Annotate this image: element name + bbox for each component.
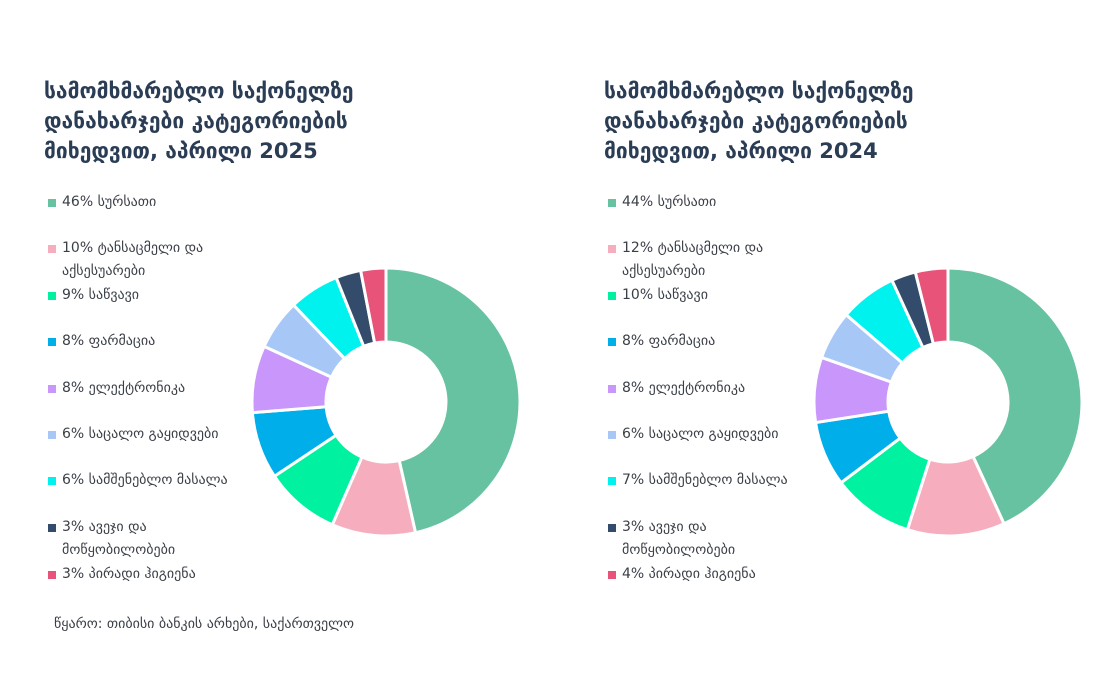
legend-swatch	[608, 385, 616, 393]
legend-swatch	[608, 431, 616, 439]
donut-slice-hygiene	[358, 266, 388, 345]
chart-title: სამომხმარებლო საქონელზე დანახარჯები კატე…	[604, 79, 914, 163]
legend-swatch	[608, 477, 616, 485]
legend-swatch	[608, 292, 616, 300]
donut-slice-sursati	[384, 266, 522, 535]
legend-swatch	[608, 245, 616, 253]
legend-item-fuel: 9% საწვავი	[44, 284, 259, 307]
legend-label: 7% სამშენებლო მასალა	[622, 472, 788, 488]
legend-item-pharmacy: 8% ფარმაცია	[604, 330, 819, 353]
legend-item-hygiene: 4% პირადი ჰიგიენა	[604, 563, 819, 586]
legend-swatch	[48, 292, 56, 300]
legend-label: 44% სურსათი	[622, 194, 717, 210]
legend-item-retail: 6% საცალო გაყიდვები	[44, 423, 259, 446]
legend-label: 8% ფარმაცია	[622, 333, 716, 349]
legend-item-furniture: 3% ავეჯი და მოწყობილობები	[44, 516, 259, 562]
legend-label: 10% ტანსაცმელი და აქსესუარები	[62, 240, 204, 279]
chart-panel-2024: სამომხმარებლო საქონელზე დანახარჯები კატე…	[560, 0, 1084, 600]
legend-swatch	[48, 245, 56, 253]
legend-swatch	[48, 385, 56, 393]
legend-label: 10% საწვავი	[622, 287, 708, 303]
legend-swatch	[608, 199, 616, 207]
chart-title: სამომხმარებლო საქონელზე დანახარჯები კატე…	[44, 79, 354, 163]
legend-item-clothing: 12% ტანსაცმელი და აქსესუარები	[604, 237, 819, 283]
legend-item-retail: 6% საცალო გაყიდვები	[604, 423, 819, 446]
legend-swatch	[608, 571, 616, 579]
source-note: წყარო: თიბისი ბანკის არხები, საქართველო	[54, 616, 355, 632]
legend-swatch	[48, 199, 56, 207]
legend-item-food: 44% სურსათი	[604, 191, 819, 214]
legend-item-pharmacy: 8% ფარმაცია	[44, 330, 259, 353]
legend-label: 6% სამშენებლო მასალა	[62, 472, 228, 488]
legend-swatch	[48, 477, 56, 485]
legend-item-clothing: 10% ტანსაცმელი და აქსესუარები	[44, 237, 259, 283]
legend-item-hygiene: 3% პირადი ჰიგიენა	[44, 563, 259, 586]
legend-item-construction: 6% სამშენებლო მასალა	[44, 469, 259, 492]
legend-label: 46% სურსათი	[62, 194, 157, 210]
donut-chart	[250, 266, 522, 538]
donut-chart	[812, 266, 1084, 538]
legend-label: 6% საცალო გაყიდვები	[62, 426, 219, 442]
legend-swatch	[48, 431, 56, 439]
legend-item-furniture: 3% ავეჯი და მოწყობილობები	[604, 516, 819, 562]
legend-label: 3% ავეჯი და მოწყობილობები	[62, 519, 176, 558]
legend-swatch	[48, 571, 56, 579]
legend-item-construction: 7% სამშენებლო მასალა	[604, 469, 819, 492]
legend-swatch	[48, 338, 56, 346]
legend-label: 3% ავეჯი და მოწყობილობები	[622, 519, 736, 558]
chart-panel-2025: სამომხმარებლო საქონელზე დანახარჯები კატე…	[0, 0, 522, 600]
legend-item-electronics: 8% ელექტრონიკა	[604, 377, 819, 400]
legend-item-food: 46% სურსათი	[44, 191, 259, 214]
legend-label: 8% ელექტრონიკა	[622, 380, 746, 396]
legend-label: 4% პირადი ჰიგიენა	[622, 566, 756, 582]
legend-item-fuel: 10% საწვავი	[604, 284, 819, 307]
legend-item-electronics: 8% ელექტრონიკა	[44, 377, 259, 400]
legend-label: 9% საწვავი	[62, 287, 140, 303]
donut-slice-sursati	[946, 266, 1084, 526]
legend-label: 3% პირადი ჰიგიენა	[62, 566, 196, 582]
legend-swatch	[608, 338, 616, 346]
legend-swatch	[48, 524, 56, 532]
donut-slice-hygiene	[913, 266, 950, 346]
legend-label: 8% ფარმაცია	[62, 333, 156, 349]
legend-label: 12% ტანსაცმელი და აქსესუარები	[622, 240, 764, 279]
legend-label: 8% ელექტრონიკა	[62, 380, 186, 396]
legend-label: 6% საცალო გაყიდვები	[622, 426, 779, 442]
legend-swatch	[608, 524, 616, 532]
